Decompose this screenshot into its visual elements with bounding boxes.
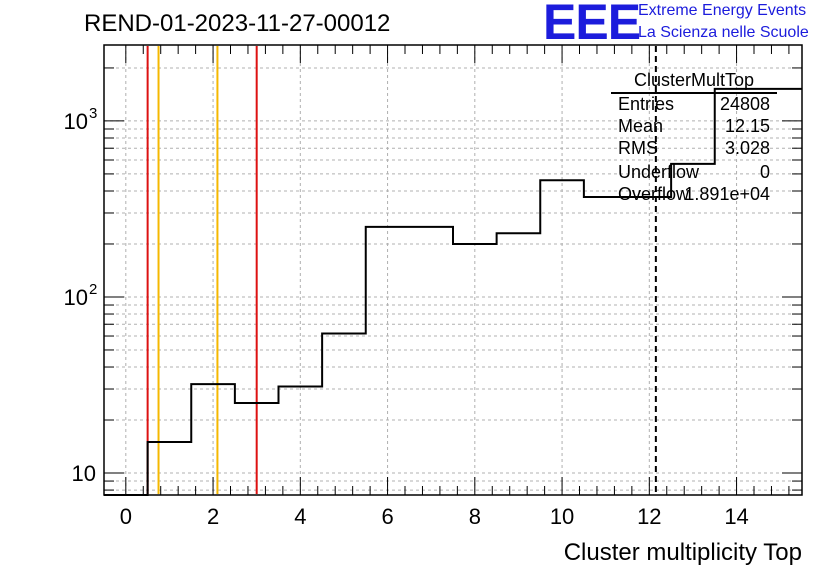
plot-frame xyxy=(103,44,803,496)
stats-value: 0 xyxy=(759,162,770,182)
x-tick-label: 14 xyxy=(724,504,748,529)
x-tick-label: 6 xyxy=(381,504,393,529)
x-axis-label: Cluster multiplicity Top xyxy=(564,539,802,566)
histogram-bin xyxy=(671,164,715,495)
stats-value: 12.15 xyxy=(724,116,770,136)
marker-lines xyxy=(146,46,657,494)
stats-row-rms: RMS 3.028 xyxy=(618,138,770,160)
stats-title: ClusterMultTop xyxy=(633,70,755,90)
x-tick-label: 0 xyxy=(120,504,132,529)
stats-row-overflow: Overflow 1.891e+04 xyxy=(618,184,770,206)
run-title: REND-01-2023-11-27-00012 xyxy=(84,10,391,37)
logo-mark: EEE xyxy=(543,0,641,50)
grid-lines xyxy=(104,45,802,495)
y-tick-exponent: 3 xyxy=(89,105,97,122)
x-tick-label: 10 xyxy=(550,504,574,529)
logo-subtitle-2: La Scienza nelle Scuole xyxy=(638,24,809,41)
stats-label: Underflow xyxy=(618,162,700,182)
axis-ticks xyxy=(104,45,802,495)
histogram-outline xyxy=(104,87,802,496)
y-tick-label: 10 xyxy=(64,109,88,134)
stats-row-entries: Entries 24808 xyxy=(618,94,770,116)
stats-label: Mean xyxy=(618,116,664,136)
stats-box: ClusterMultTop Entries 24808 Mean 12.15 … xyxy=(611,70,777,212)
stats-label: RMS xyxy=(618,138,658,158)
y-tick-exponent: 2 xyxy=(89,281,97,298)
x-tick-label: 4 xyxy=(294,504,306,529)
eee-logo: EEE Extreme Energy Events La Scienza nel… xyxy=(543,0,833,50)
stats-row-underflow: Underflow 0 xyxy=(618,162,770,184)
stats-label: Overflow xyxy=(618,184,690,204)
stats-value: 1.891e+04 xyxy=(684,184,770,204)
histogram-bin xyxy=(409,227,453,495)
stats-value: 24808 xyxy=(719,94,770,114)
stats-divider xyxy=(611,92,777,94)
histogram-bin xyxy=(584,197,628,495)
histogram-bin xyxy=(148,442,192,495)
x-tick-label: 12 xyxy=(637,504,661,529)
histogram-bars xyxy=(104,87,802,496)
y-tick-label: 10 xyxy=(64,285,88,310)
x-tick-label: 2 xyxy=(207,504,219,529)
stats-value: 3.028 xyxy=(724,138,770,158)
stats-label: Entries xyxy=(618,94,675,114)
x-tick-label: 8 xyxy=(469,504,481,529)
logo-subtitle-1: Extreme Energy Events xyxy=(638,2,807,19)
stats-row-mean: Mean 12.15 xyxy=(618,116,770,138)
histogram-bin xyxy=(497,233,541,495)
y-tick-label: 10 xyxy=(72,461,96,486)
histogram-bin xyxy=(322,334,366,495)
